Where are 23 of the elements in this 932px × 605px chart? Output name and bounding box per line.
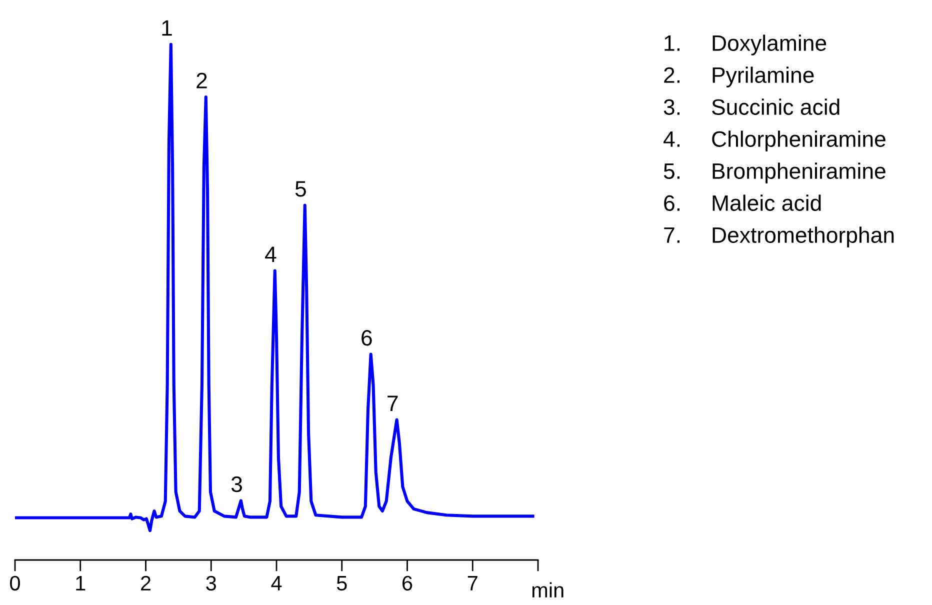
text: 3. Succinic acid: [664, 98, 840, 115]
annotation: 6: [362, 330, 372, 346]
x-axis-title: min: [532, 582, 564, 598]
x-tick-label: 0: [10, 576, 20, 591]
x-tick-label: 2: [141, 576, 150, 590]
x-tick-label: 4: [271, 576, 282, 590]
x-tick-label: 6: [402, 576, 412, 591]
annotation: 1: [162, 20, 172, 36]
annotation: 4: [265, 246, 276, 262]
annotation: 5: [295, 181, 306, 197]
text: 5. Brompheniramine: [664, 162, 886, 184]
text: 4. Chlorpheniramine: [664, 130, 886, 152]
annotation: 3: [231, 476, 242, 492]
x-tick-label: 7: [468, 576, 478, 590]
x-tick-label: 5: [336, 576, 347, 591]
annotation: 7: [388, 396, 398, 411]
annotation: 2: [196, 72, 207, 88]
x-tick-label: 3: [206, 576, 216, 591]
text: 2. Pyrilamine: [664, 66, 814, 88]
text: 1. Doxylamine: [664, 34, 826, 56]
x-tick-label: 1: [76, 576, 86, 590]
text: 7. Dextromethorphan: [664, 226, 894, 248]
text: 6. Maleic acid: [664, 194, 821, 211]
